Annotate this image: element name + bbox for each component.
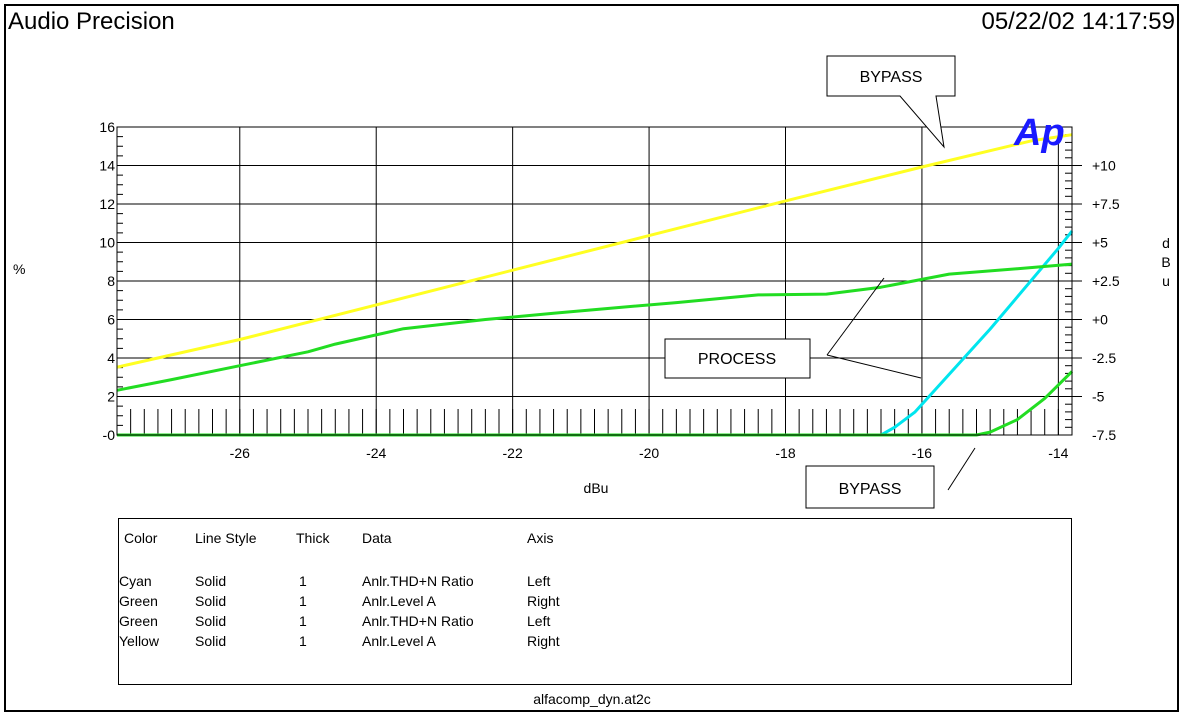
- left-y-tick-label: 4: [107, 350, 115, 366]
- series-line-1: [116, 262, 1073, 392]
- legend-cell-line-style: Solid: [195, 593, 227, 609]
- file-name: alfacomp_dyn.at2c: [533, 691, 651, 707]
- left-y-tick-label: 12: [99, 196, 115, 212]
- left-y-tick-label: 14: [99, 158, 115, 174]
- left-y-tick-label: 8: [107, 273, 115, 289]
- left-y-tick-labels: -0 2 4 6 8 10 12 14 16: [99, 119, 115, 443]
- legend-table: Color Line Style Thick Data Axis Cyan So…: [118, 518, 1072, 685]
- x-tick-label: -24: [366, 445, 386, 461]
- minor-ticks: [117, 134, 1082, 435]
- plot-area: [116, 126, 1073, 436]
- pointer-line: [947, 447, 976, 491]
- legend-header-color: Color: [124, 530, 158, 546]
- legend-cell-data: Anlr.Level A: [362, 633, 436, 649]
- annotation-label: PROCESS: [698, 351, 776, 368]
- left-y-tick-label: 6: [107, 312, 115, 328]
- annotation-process: PROCESS: [664, 277, 922, 379]
- legend-header-axis: Axis: [527, 530, 554, 546]
- legend-cell-line-style: Solid: [195, 613, 227, 629]
- annotation-label: BYPASS: [860, 69, 923, 86]
- annotation-bypass-bottom: BYPASS: [805, 447, 976, 509]
- legend-cell-line-style: Solid: [195, 633, 227, 649]
- left-y-axis-label: %: [13, 261, 25, 277]
- left-y-tick-label: 16: [99, 119, 115, 135]
- callout-bubble: [826, 55, 956, 149]
- right-y-tick-label: +10: [1092, 158, 1116, 174]
- left-y-tick-label: 10: [99, 235, 115, 251]
- legend-header-thick: Thick: [296, 530, 330, 546]
- legend-cell-axis: Left: [527, 613, 551, 629]
- legend-cell-thick: 1: [299, 593, 307, 609]
- legend-cell-data: Anlr.Level A: [362, 593, 436, 609]
- right-y-tick-label: +5: [1092, 235, 1108, 251]
- gridlines: [117, 127, 1072, 435]
- right-y-tick-label: +7.5: [1092, 196, 1120, 212]
- timestamp: 05/22/02 14:17:59: [981, 8, 1175, 35]
- legend-cell-data: Anlr.THD+N Ratio: [362, 573, 474, 589]
- callout-box: [805, 465, 935, 509]
- app-title: Audio Precision: [8, 8, 175, 35]
- right-y-tick-label: +2.5: [1092, 273, 1120, 289]
- legend-cell-thick: 1: [299, 613, 307, 629]
- right-y-tick-label: +0: [1092, 312, 1108, 328]
- x-axis-label: dBu: [584, 480, 609, 496]
- x-tick-label: -16: [912, 445, 932, 461]
- x-tick-label: -14: [1048, 445, 1068, 461]
- x-tick-label: -22: [503, 445, 523, 461]
- legend-cell-axis: Right: [527, 593, 560, 609]
- right-y-tick-labels: -7.5 -5 -2.5 +0 +2.5 +5 +7.5 +10: [1092, 158, 1120, 444]
- x-tick-label: -18: [775, 445, 795, 461]
- x-tick-labels: -26 -24 -22 -20 -18 -16 -14: [230, 445, 1069, 461]
- pointer-line: [826, 354, 922, 379]
- legend-cell-data: Anlr.THD+N Ratio: [362, 613, 474, 629]
- x-tick-label: -26: [230, 445, 250, 461]
- x-tick-label: -20: [639, 445, 659, 461]
- legend-cell-color: Yellow: [119, 633, 159, 649]
- annotation-bypass-top: BYPASS: [826, 55, 956, 149]
- legend-cell-line-style: Solid: [195, 573, 227, 589]
- right-y-tick-label: -7.5: [1092, 427, 1116, 443]
- legend-cell-thick: 1: [299, 573, 307, 589]
- series-line-3: [116, 133, 1073, 369]
- series-lines: [116, 133, 1074, 437]
- legend-cell-color: Green: [119, 593, 158, 609]
- ap-logo: Ap: [1013, 112, 1065, 154]
- legend-header-line-style: Line Style: [195, 530, 257, 546]
- legend-cell-color: Cyan: [119, 573, 152, 589]
- left-y-tick-label: -0: [103, 427, 116, 443]
- legend-cell-color: Green: [119, 613, 158, 629]
- legend-cell-axis: Right: [527, 633, 560, 649]
- plot-frame: [4, 4, 1179, 712]
- pointer-line: [826, 277, 885, 356]
- left-y-tick-label: 2: [107, 389, 115, 405]
- legend-header-data: Data: [362, 530, 392, 546]
- legend-cell-axis: Left: [527, 573, 551, 589]
- right-y-tick-label: -2.5: [1092, 350, 1116, 366]
- right-y-tick-label: -5: [1092, 389, 1105, 405]
- legend-cell-thick: 1: [299, 633, 307, 649]
- annotation-label: BYPASS: [839, 481, 902, 498]
- callout-box: [664, 338, 811, 379]
